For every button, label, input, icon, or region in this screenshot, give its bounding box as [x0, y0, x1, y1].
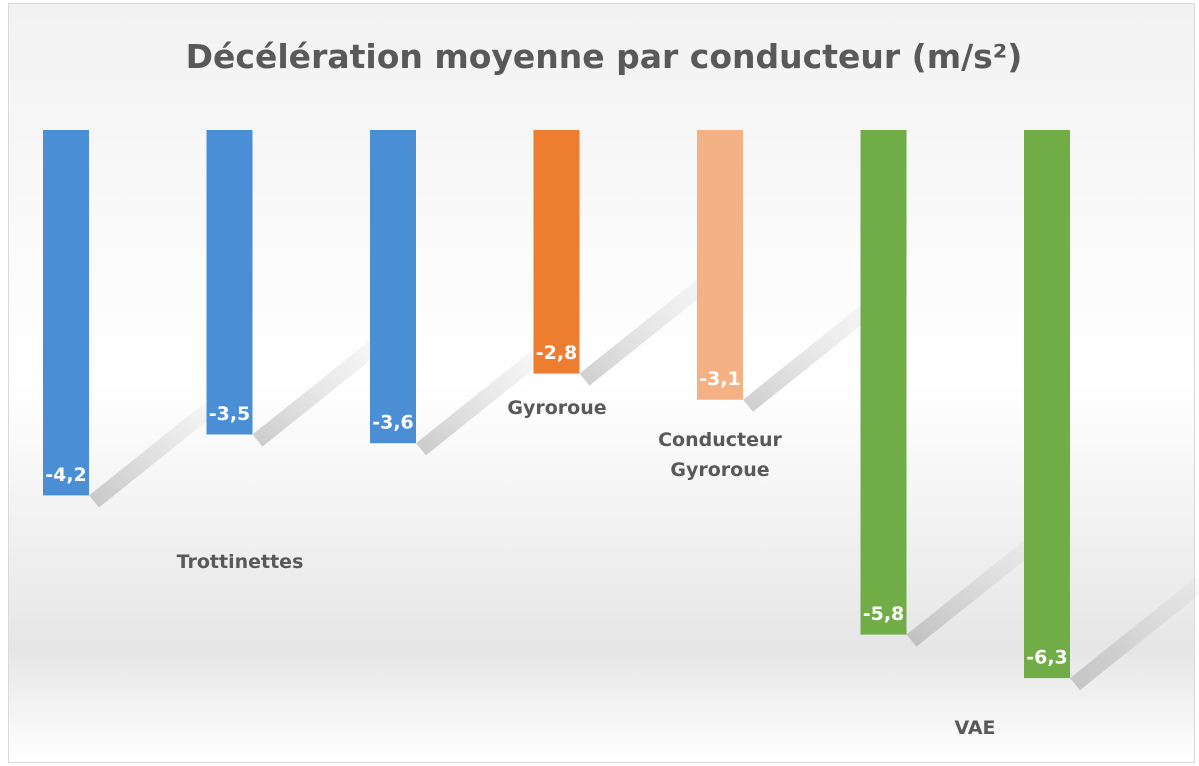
- chart-frame: [8, 3, 1195, 763]
- group-label: Gyroroue: [507, 397, 607, 419]
- bar: [860, 130, 907, 635]
- chart-title: Décélération moyenne par conducteur (m/s…: [186, 37, 1023, 76]
- value-label: -5,8: [863, 603, 905, 625]
- value-label: -6,3: [1026, 647, 1068, 669]
- group-label: Trottinettes: [176, 551, 304, 573]
- bar-shadow: [1070, 574, 1199, 691]
- bar: [206, 130, 253, 435]
- bar: [697, 130, 743, 400]
- bar: [1024, 130, 1070, 679]
- bar: [43, 130, 89, 496]
- value-label: -3,5: [209, 403, 251, 425]
- bar: [370, 130, 416, 444]
- value-label: -3,1: [699, 368, 741, 390]
- value-label: -4,2: [45, 464, 87, 486]
- group-label: Conducteur Gyroroue: [658, 429, 782, 481]
- value-label: -3,6: [372, 412, 414, 434]
- value-label: -2,8: [536, 342, 578, 364]
- group-label: VAE: [954, 717, 996, 739]
- bar: [533, 130, 580, 374]
